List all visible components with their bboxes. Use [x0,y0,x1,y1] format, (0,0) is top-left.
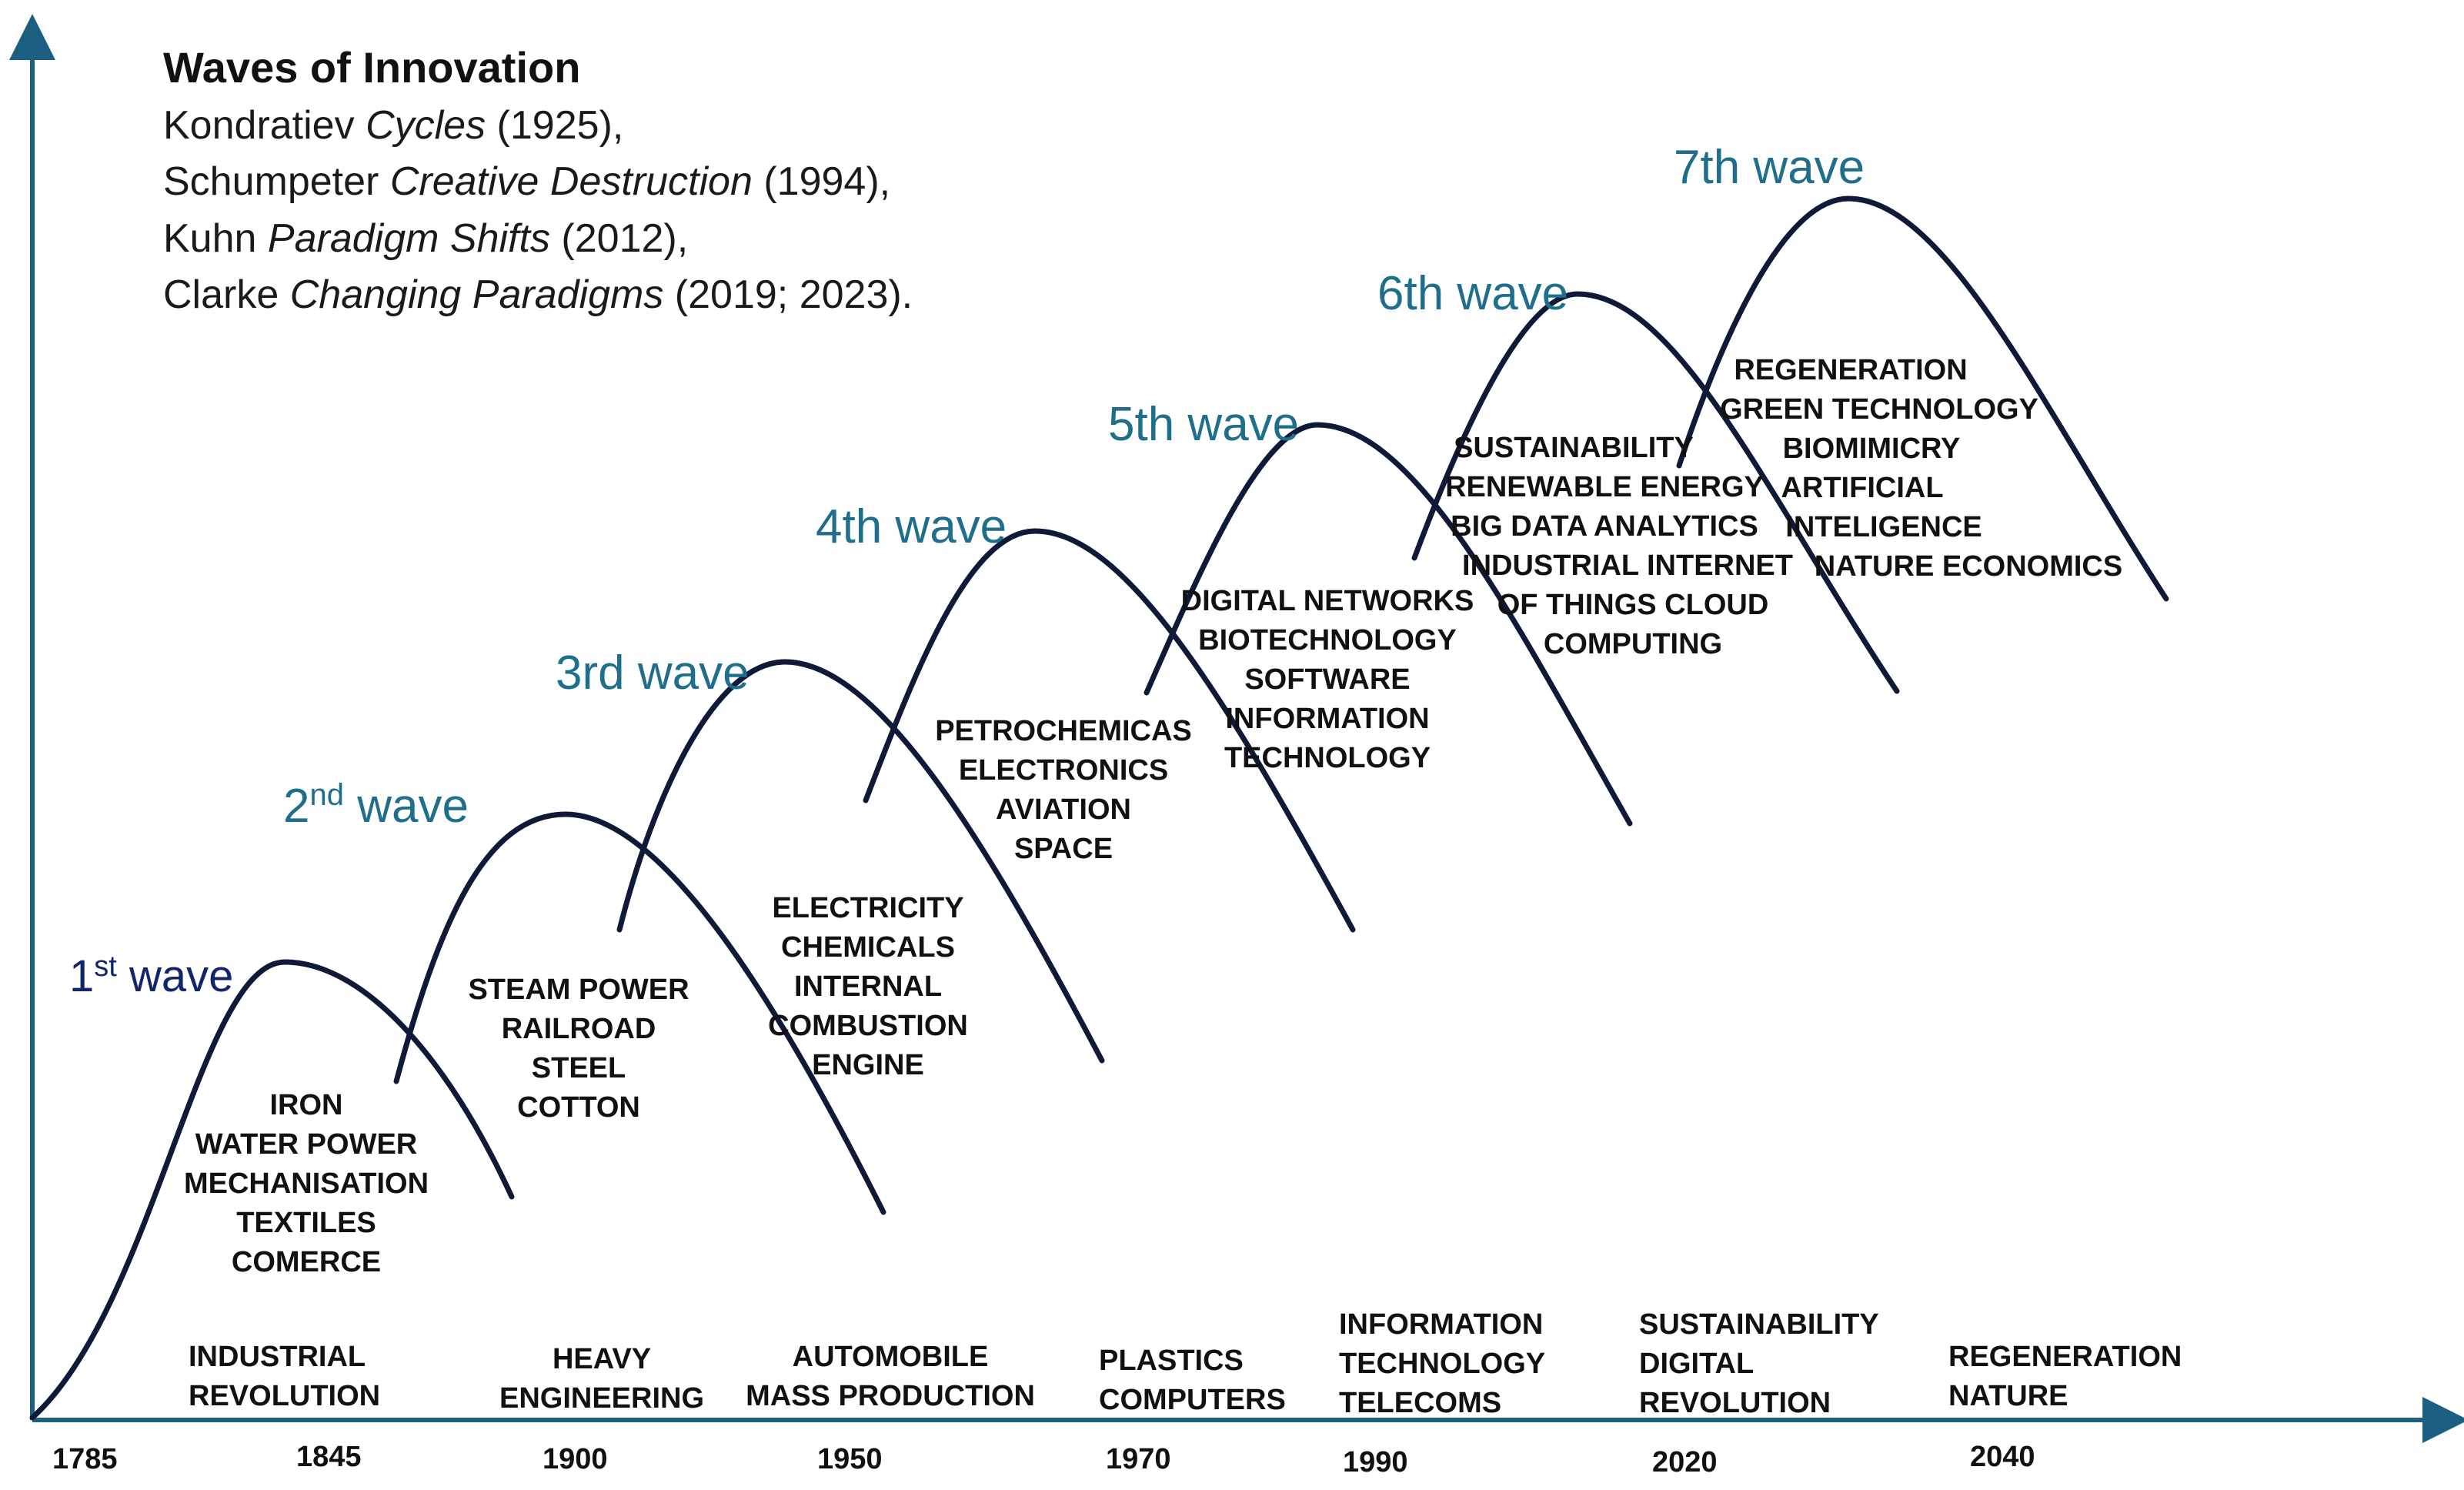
wave-curve-1 [29,959,515,1421]
svg-text:COMBUSTION: COMBUSTION [768,1010,968,1042]
wave-curve-5 [1144,422,1633,827]
svg-text:ENGINEERING: ENGINEERING [499,1382,704,1415]
svg-text:INDUSTRIAL INTERNET: INDUSTRIAL INTERNET [1462,550,1793,582]
era-label-5: INFORMATION TECHNOLOGY TELECOMS [1339,1308,1545,1419]
svg-text:DIGITAL: DIGITAL [1639,1348,1754,1380]
svg-text:PLASTICS: PLASTICS [1099,1345,1244,1377]
svg-text:ARTIFICIAL: ARTIFICIAL [1781,472,1943,504]
year-label: 1785 [52,1443,118,1475]
era-label-2: HEAVY ENGINEERING [499,1343,704,1415]
svg-text:COMERCE: COMERCE [232,1246,381,1278]
svg-text:TECHNOLOGY: TECHNOLOGY [1224,742,1431,774]
svg-text:INDUSTRIAL: INDUSTRIAL [189,1341,366,1373]
year-label: 1950 [817,1443,883,1475]
year-label: 1900 [543,1443,608,1475]
year-label: 1990 [1343,1446,1408,1478]
wave-curve-2 [393,811,886,1215]
svg-text:REVOLUTION: REVOLUTION [189,1380,380,1412]
wave-label-1: 1st wave [69,950,233,1001]
svg-text:REGENERATION: REGENERATION [1734,354,1967,386]
svg-text:NATURE: NATURE [1948,1380,2068,1412]
citation-1: Kondratiev Cycles (1925), [163,103,623,148]
tech-list-6: SUSTAINABILITY RENEWABLE ENERGY BIG DATA… [1445,432,1793,660]
svg-text:COMPUTING: COMPUTING [1544,628,1722,660]
svg-text:NATURE ECONOMICS: NATURE ECONOMICS [1815,550,2122,583]
era-label-3: AUTOMOBILE MASS PRODUCTION [746,1341,1035,1412]
citation-3: Kuhn Paradigm Shifts (2012), [163,216,688,261]
citation-2: Schumpeter Creative Destruction (1994), [163,159,890,204]
wave-curve-4 [863,528,1356,933]
svg-text:PETROCHEMICAS: PETROCHEMICAS [935,715,1192,747]
svg-text:INTELIGENCE: INTELIGENCE [1785,511,1982,543]
svg-text:MASS PRODUCTION: MASS PRODUCTION [746,1380,1035,1412]
wave-curve-3 [616,659,1105,1064]
wave-curve-7 [1676,195,2169,602]
svg-text:ENGINE: ENGINE [812,1049,924,1081]
svg-text:SUSTAINABILITY: SUSTAINABILITY [1454,432,1694,464]
svg-text:AVIATION: AVIATION [996,793,1131,826]
tech-list-2: STEAM POWER RAILROAD STEEL COTTON [468,974,689,1124]
svg-text:OF THINGS CLOUD: OF THINGS CLOUD [1497,589,1769,621]
year-label: 2020 [1652,1446,1718,1478]
svg-text:TECHNOLOGY: TECHNOLOGY [1339,1348,1545,1380]
svg-text:STEEL: STEEL [532,1052,626,1084]
wave-label-4: 4th wave [816,500,1007,553]
svg-text:REGENERATION: REGENERATION [1948,1341,2182,1373]
svg-text:DIGITAL NETWORKS: DIGITAL NETWORKS [1181,585,1474,617]
wave-label-2: 2nd wave [283,778,469,833]
wave-label-5: 5th wave [1108,398,1299,451]
wave-label-3: 3rd wave [556,646,750,700]
svg-text:AUTOMOBILE: AUTOMOBILE [793,1341,989,1373]
svg-text:RENEWABLE ENERGY: RENEWABLE ENERGY [1445,471,1764,503]
tech-list-7: REGENERATION GREEN TECHNOLOGY BIOMIMICRY… [1720,354,2122,583]
svg-text:STEAM POWER: STEAM POWER [468,974,689,1006]
wave-label-6: 6th wave [1377,267,1568,320]
year-label: 1845 [296,1441,362,1473]
svg-text:COTTON: COTTON [517,1091,640,1124]
tech-list-3: ELECTRICITY CHEMICALS INTERNAL COMBUSTIO… [768,892,968,1081]
svg-text:CHEMICALS: CHEMICALS [781,931,955,964]
svg-text:ELECTRONICS: ELECTRONICS [959,754,1168,787]
wave-curve-6 [1411,291,1900,694]
svg-text:INTERNAL: INTERNAL [794,971,942,1003]
svg-text:ELECTRICITY: ELECTRICITY [772,892,963,924]
svg-text:RAILROAD: RAILROAD [502,1013,656,1045]
svg-text:WATER POWER: WATER POWER [195,1128,418,1161]
svg-text:REVOLUTION: REVOLUTION [1639,1387,1831,1419]
tech-list-1: IRON WATER POWER MECHANISATION TEXTILES … [184,1089,429,1278]
era-label-6: SUSTAINABILITY DIGITAL REVOLUTION [1639,1308,1879,1419]
era-label-4: PLASTICS COMPUTERS [1099,1345,1286,1416]
svg-text:SOFTWARE: SOFTWARE [1244,663,1410,696]
svg-text:HEAVY: HEAVY [553,1343,651,1375]
diagram-title: Waves of Innovation [163,43,580,92]
year-label: 1970 [1106,1443,1171,1475]
svg-text:TELECOMS: TELECOMS [1339,1387,1501,1419]
year-label: 2040 [1970,1441,2035,1473]
svg-text:SPACE: SPACE [1014,833,1113,865]
svg-text:BIG DATA ANALYTICS: BIG DATA ANALYTICS [1451,510,1758,543]
svg-text:INFORMATION: INFORMATION [1225,703,1429,735]
wave-label-7: 7th wave [1674,141,1865,194]
era-label-1: INDUSTRIAL REVOLUTION [189,1341,380,1412]
tech-list-5: DIGITAL NETWORKS BIOTECHNOLOGY SOFTWARE … [1181,585,1474,774]
svg-text:INFORMATION: INFORMATION [1339,1308,1543,1341]
svg-text:MECHANISATION: MECHANISATION [184,1168,429,1200]
year-ticks: 1785 1845 1900 1950 1970 1990 2020 2040 [52,1441,2035,1478]
tech-list-4: PETROCHEMICAS ELECTRONICS AVIATION SPACE [935,715,1192,865]
svg-text:GREEN TECHNOLOGY: GREEN TECHNOLOGY [1720,393,2038,426]
citation-4: Clarke Changing Paradigms (2019; 2023). [163,272,913,317]
svg-text:IRON: IRON [270,1089,343,1121]
era-label-7: REGENERATION NATURE [1948,1341,2182,1412]
svg-text:SUSTAINABILITY: SUSTAINABILITY [1639,1308,1879,1341]
svg-text:COMPUTERS: COMPUTERS [1099,1384,1286,1416]
svg-text:BIOMIMICRY: BIOMIMICRY [1783,433,1961,465]
svg-text:TEXTILES: TEXTILES [236,1207,376,1239]
svg-text:BIOTECHNOLOGY: BIOTECHNOLOGY [1198,624,1457,656]
